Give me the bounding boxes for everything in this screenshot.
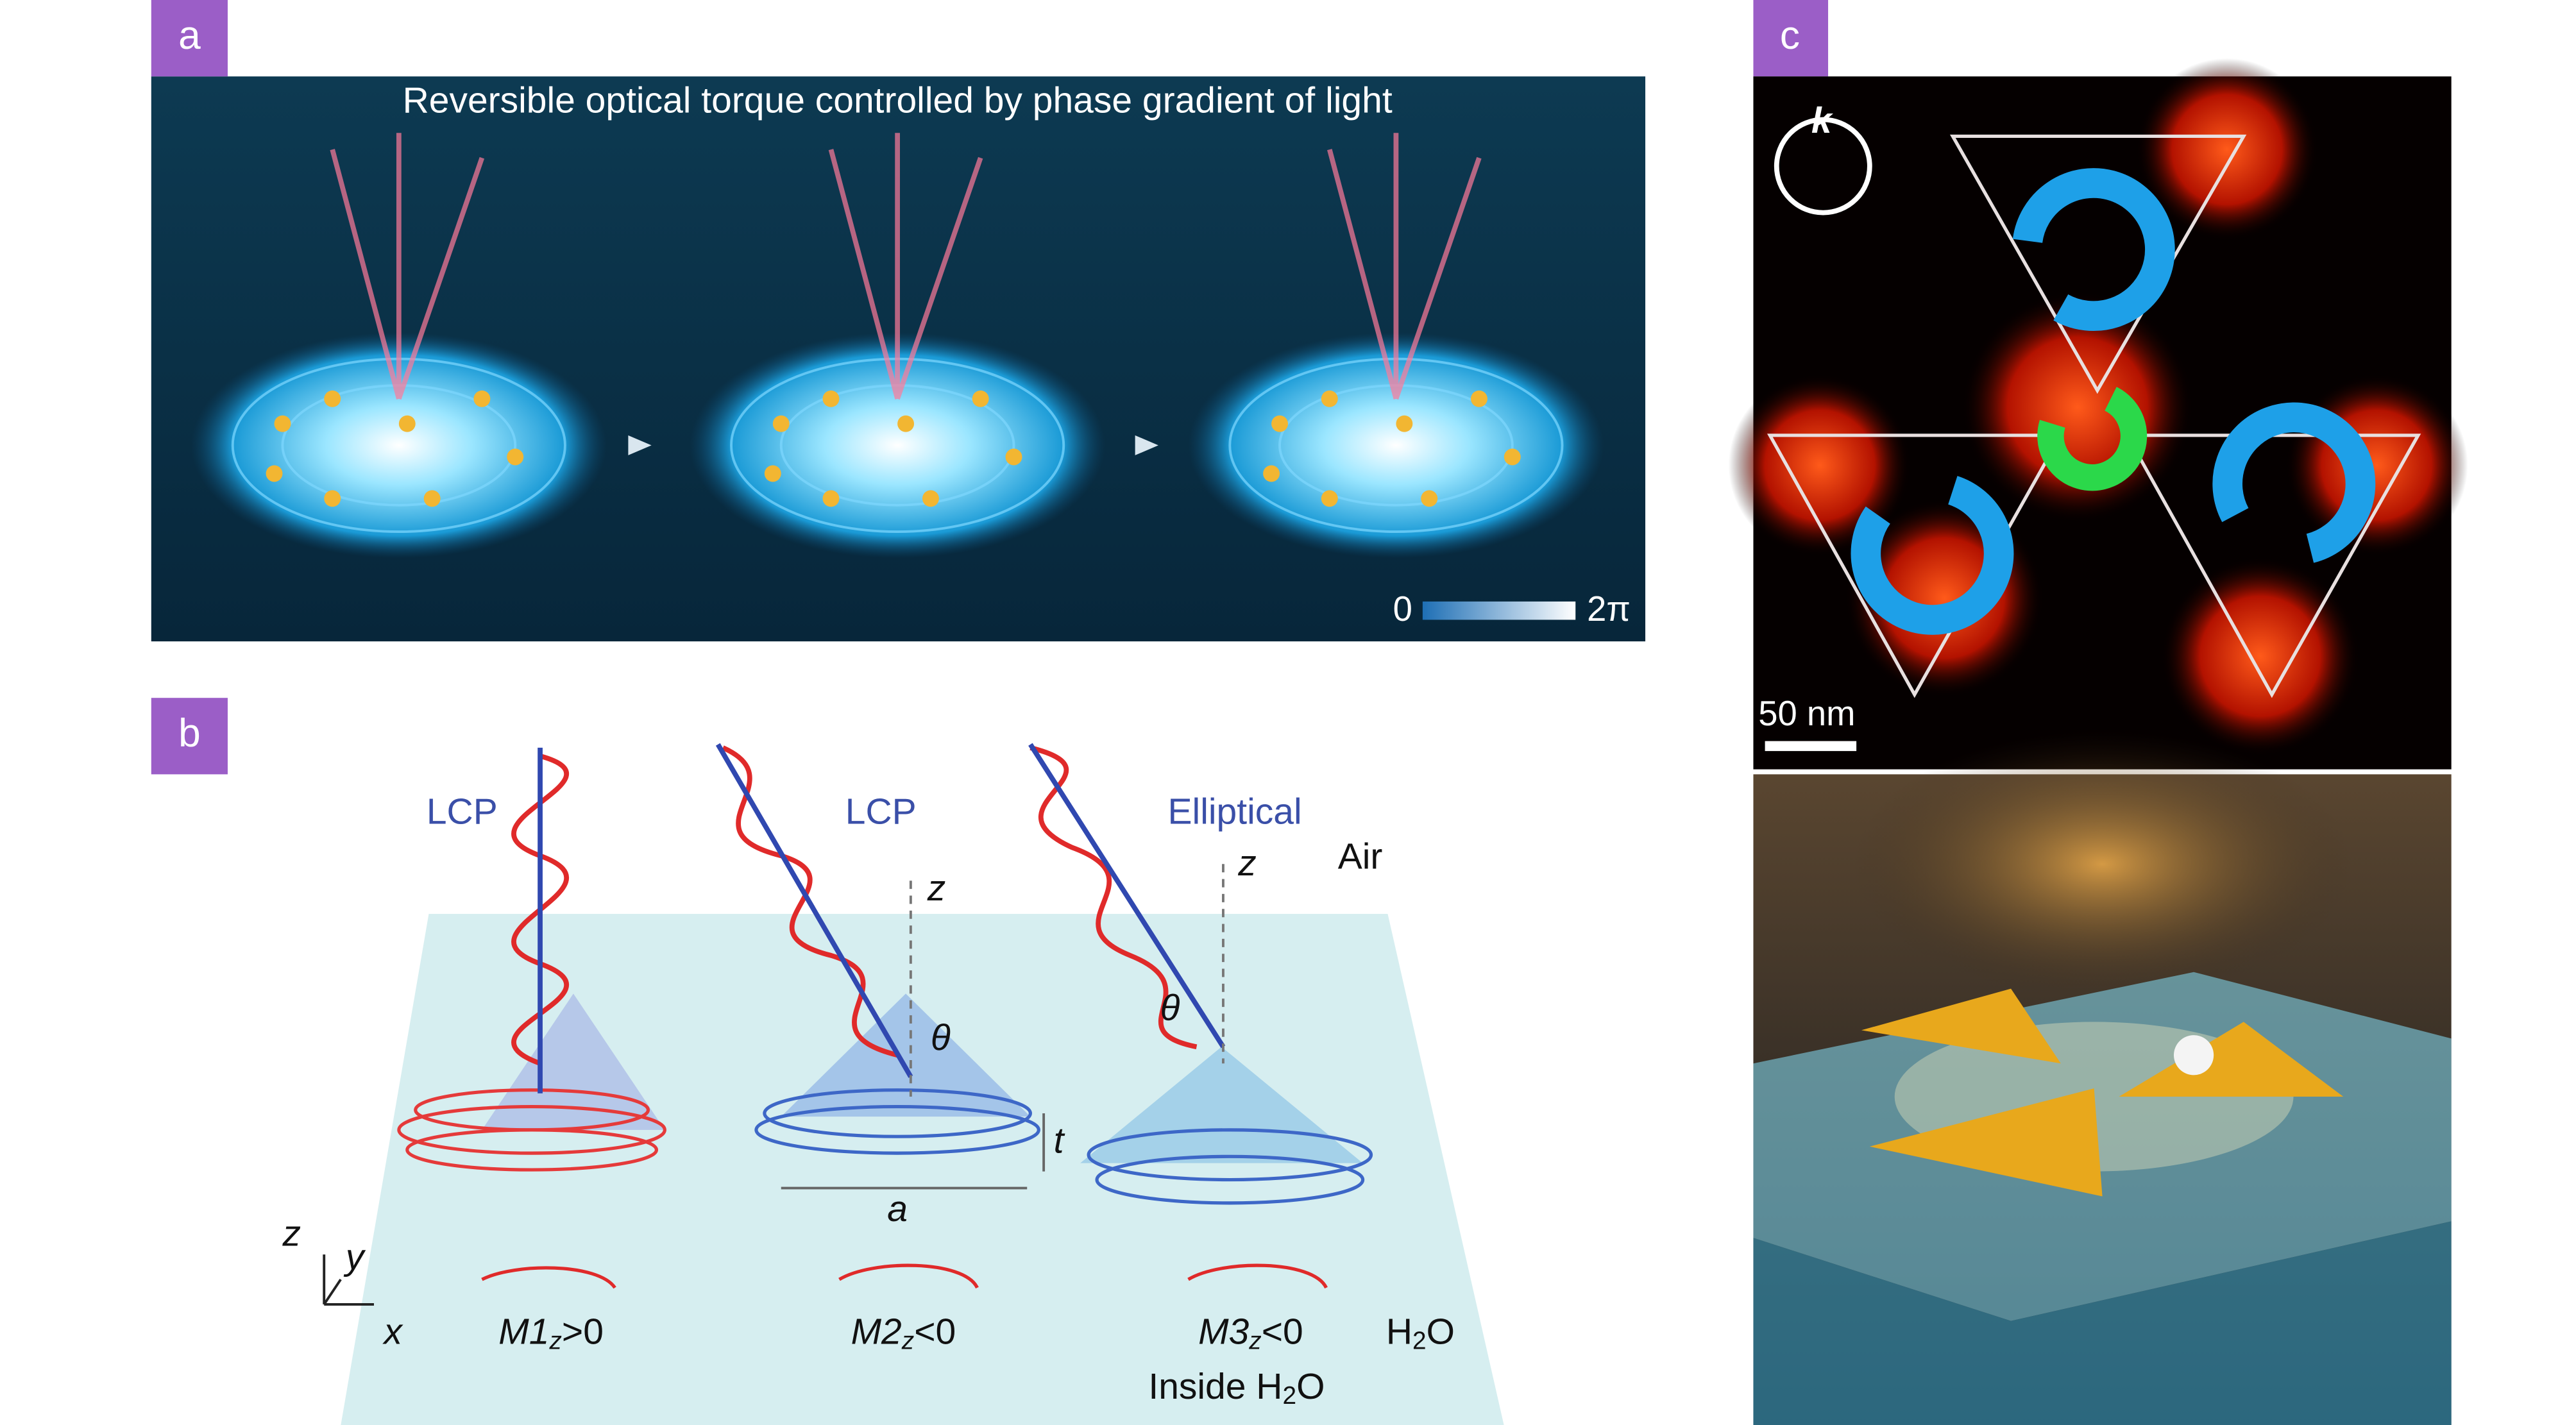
medium-label: Inside H2O <box>1148 1366 1325 1410</box>
axis-label: z <box>927 868 946 909</box>
polarization-label: LCP <box>845 791 917 832</box>
scale-bar-label: 50 nm <box>1758 694 1855 733</box>
dimension-label: t <box>1054 1120 1065 1161</box>
medium-main: Inside H <box>1148 1366 1282 1407</box>
beams <box>323 743 1328 1306</box>
panel-label: c <box>1780 13 1800 58</box>
device-render <box>1753 731 2452 1425</box>
torque-label: M3z<0 <box>1198 1311 1303 1355</box>
dimension-label: a <box>887 1188 908 1229</box>
torque-rest: >0 <box>562 1311 604 1353</box>
colorbar <box>1422 601 1576 620</box>
torque-sub: z <box>901 1328 914 1355</box>
polarization-label: Elliptical <box>1168 791 1302 832</box>
axis-label: z <box>1237 843 1257 884</box>
panel-b: b LCP LCP Elliptical z z Air θ θ t a z y… <box>151 698 1504 1425</box>
panel-label-box <box>1753 0 1829 77</box>
torque-main: M1 <box>498 1311 549 1353</box>
torque-main: M3 <box>1198 1311 1249 1353</box>
axis-label: z <box>282 1213 301 1254</box>
medium-rest: O <box>1427 1311 1455 1353</box>
torque-label: M2z<0 <box>851 1311 956 1355</box>
torque-rest: <0 <box>914 1311 956 1353</box>
torque-main: M2 <box>851 1311 902 1353</box>
particle-discs <box>191 133 1604 559</box>
axis-label: y <box>343 1236 366 1277</box>
panel-label-box <box>151 0 228 77</box>
torque-label: M1z>0 <box>498 1311 604 1355</box>
panel-title: Reversible optical torque controlled by … <box>403 80 1393 121</box>
medium-rest: O <box>1296 1366 1325 1407</box>
particles <box>397 993 1373 1205</box>
medium-sub: 2 <box>1282 1382 1296 1410</box>
angle-label: θ <box>1160 987 1180 1028</box>
panel-label: b <box>178 711 201 755</box>
field-hotspots <box>1728 58 2468 756</box>
colorbar-min: 0 <box>1393 589 1412 628</box>
water-surface <box>341 914 1504 1425</box>
panel-label: a <box>178 13 201 58</box>
medium-label: Air <box>1338 836 1383 877</box>
axis-label: x <box>382 1311 404 1353</box>
angle-label: θ <box>931 1017 951 1058</box>
medium-main: H <box>1386 1311 1412 1353</box>
panel-a: a Reversible optical torque controlled b… <box>151 0 1646 642</box>
medium-sub: 2 <box>1412 1328 1427 1355</box>
torque-rest: <0 <box>1262 1311 1303 1353</box>
colorbar-max: 2π <box>1587 589 1631 628</box>
polarization-label: LCP <box>427 791 498 832</box>
medium-label: H2O <box>1386 1311 1455 1355</box>
torque-sub: z <box>548 1328 561 1355</box>
panel-label-box <box>151 698 228 775</box>
torque-sub: z <box>1248 1328 1261 1355</box>
panel-c: c k 50 nm <box>1728 0 2468 1425</box>
wavevector-label: k <box>1811 100 1834 141</box>
